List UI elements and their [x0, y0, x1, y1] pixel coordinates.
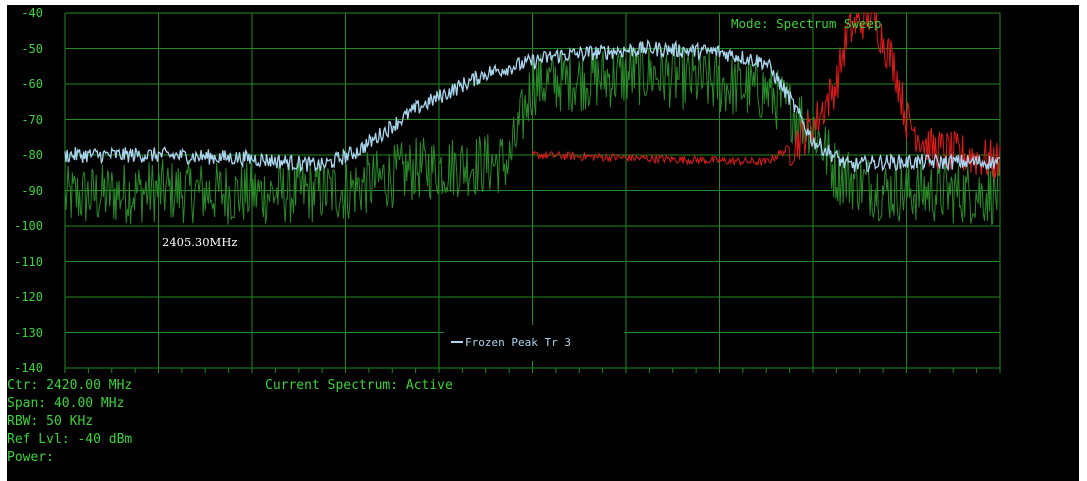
y-tick-label: -80	[21, 148, 43, 162]
power: Power:	[7, 450, 54, 465]
reference-level: Ref Lvl: -40 dBm	[7, 432, 133, 447]
y-tick-label: -60	[21, 77, 43, 91]
legend-swatch	[451, 341, 463, 343]
y-tick-label: -120	[14, 290, 43, 304]
frozen-peak-trace	[64, 39, 1001, 173]
rbw: RBW: 50 KHz	[7, 414, 94, 429]
legend	[444, 325, 624, 361]
red-trace	[532, 12, 1001, 180]
center-frequency: Ctr: 2420.00 MHz	[7, 378, 133, 393]
live-spectrum-trace	[64, 42, 1001, 226]
legend-label: Frozen Peak Tr 3	[465, 336, 571, 349]
y-tick-label: -110	[14, 254, 43, 269]
span: Span: 40.00 MHz	[7, 396, 125, 411]
y-tick-label: -40	[21, 6, 43, 20]
current-spectrum-status: Current Spectrum: Active	[265, 378, 453, 393]
marker-frequency-label: 2405.30MHz	[162, 235, 238, 249]
y-tick-label: -70	[21, 112, 43, 127]
spectrum-plot	[64, 12, 1001, 373]
mode-label: Mode: Spectrum Sweep	[731, 16, 882, 31]
y-tick-label: -50	[21, 41, 43, 56]
y-tick-label: -130	[14, 325, 43, 340]
y-tick-label: -90	[21, 183, 43, 198]
y-tick-label: -100	[14, 219, 43, 233]
y-tick-label: -140	[14, 361, 43, 375]
spectrum-analyzer-screen: -40 -50 -60 -70 -80 -90 -100 -110 -120 -130 -140 M…	[7, 5, 1079, 481]
